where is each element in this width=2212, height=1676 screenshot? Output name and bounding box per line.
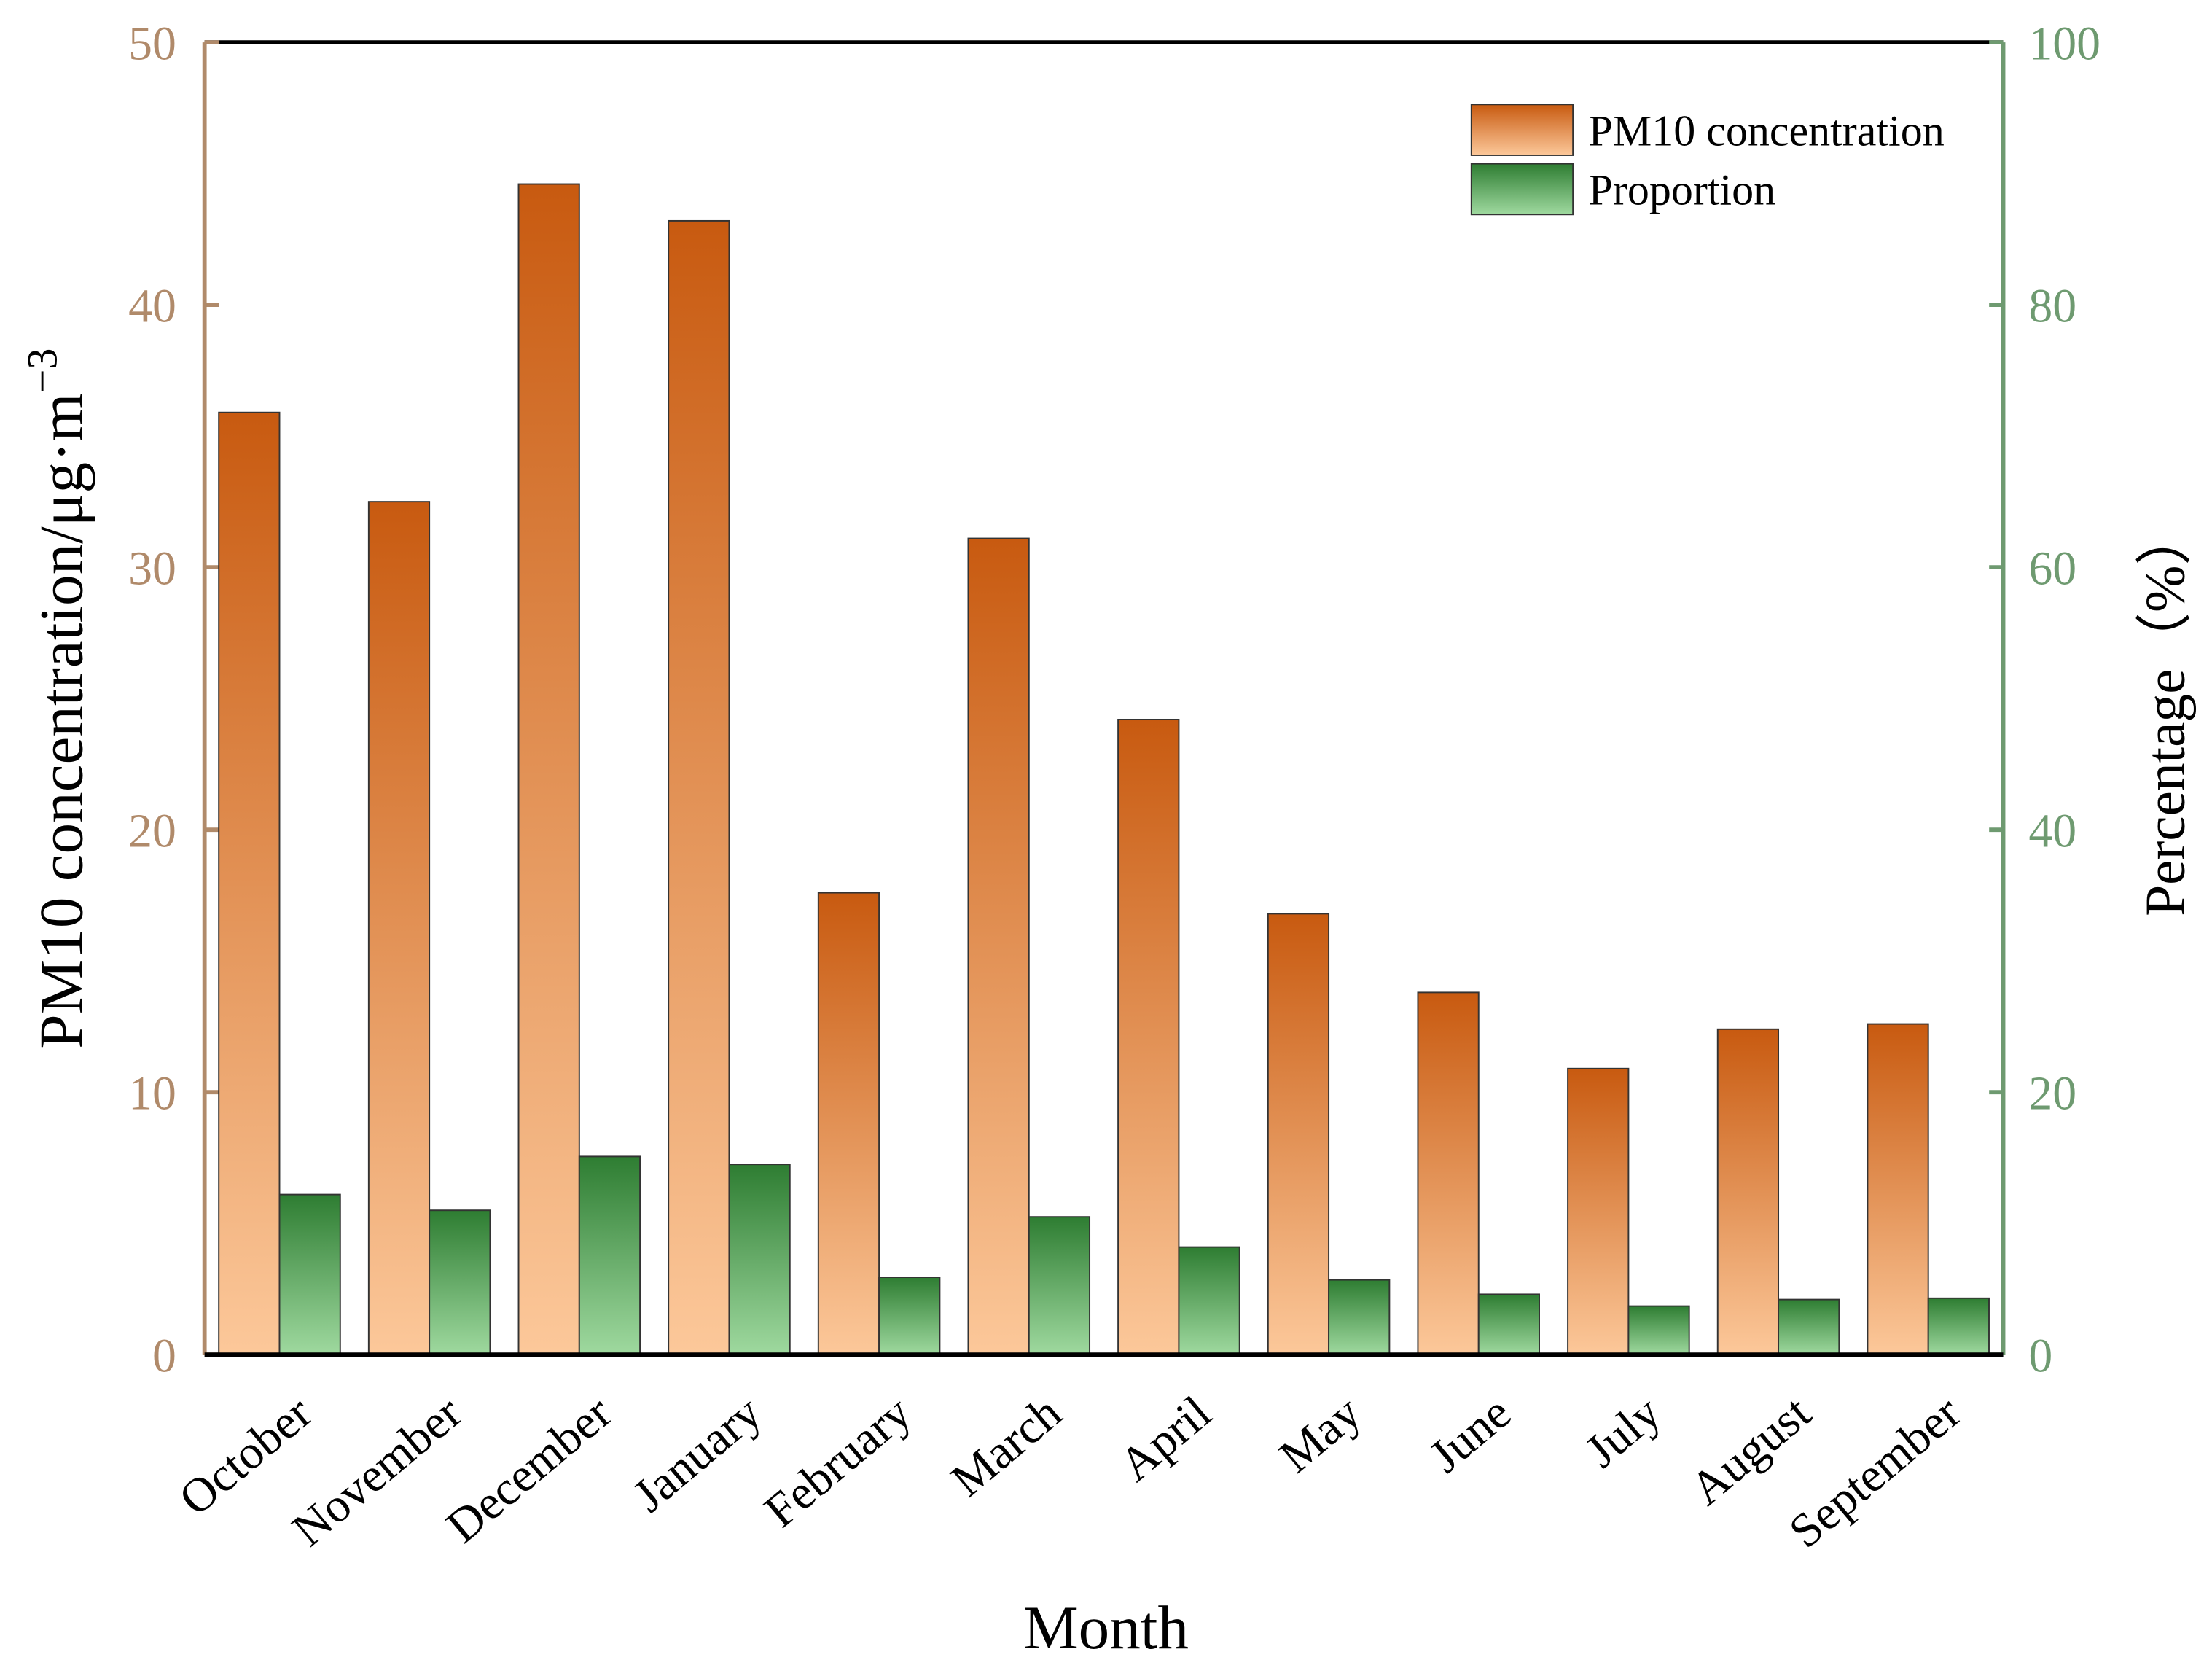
x-axis-title: Month: [1023, 1594, 1189, 1662]
x-tick-label: January: [623, 1386, 772, 1523]
x-tick-label: May: [1270, 1386, 1371, 1484]
bar: [1778, 1298, 1840, 1356]
y2-tick-label: 20: [2028, 1067, 2076, 1120]
bar: [668, 219, 730, 1356]
y-axis-title-sup: −3: [18, 348, 66, 394]
y2-tick-label: 0: [2028, 1329, 2052, 1382]
bar: [1178, 1246, 1240, 1356]
bar: [367, 501, 431, 1356]
bar: [1867, 1023, 1929, 1356]
y-tick-label: 50: [128, 17, 176, 70]
x-tick-label: December: [437, 1386, 622, 1554]
y2-tick-label: 40: [2028, 804, 2076, 857]
x-tick-label: March: [941, 1386, 1071, 1507]
bar: [1267, 913, 1330, 1356]
bar: [728, 1164, 791, 1356]
bar: [578, 1155, 641, 1356]
bar: [1567, 1067, 1630, 1356]
bar: [278, 1193, 341, 1356]
x-tick-label: April: [1109, 1386, 1221, 1492]
y-tick-label: 0: [152, 1329, 176, 1382]
bar: [218, 411, 281, 1356]
bar: [1417, 991, 1480, 1356]
x-tick-label: August: [1681, 1386, 1821, 1516]
y-tick-label: 40: [128, 279, 176, 332]
y-axis-title: PM10 concentration/μg·m−3: [18, 348, 95, 1049]
y2-tick-label: 60: [2028, 542, 2076, 595]
y2-axis-title: Percentage（%）: [2133, 509, 2196, 916]
y-tick-label: 10: [128, 1067, 176, 1120]
bar: [1927, 1297, 1990, 1356]
y-axis-title-main: PM10 concentration/μg·m: [27, 393, 95, 1048]
y-tick-label: 20: [128, 804, 176, 857]
bar: [1716, 1028, 1780, 1356]
x-tick-label: February: [754, 1386, 921, 1538]
legend-swatch: [1470, 104, 1574, 156]
bar: [1117, 719, 1180, 1356]
legend-label: Proportion: [1588, 166, 1775, 214]
bar: [1328, 1279, 1391, 1356]
legend-label: PM10 concentration: [1588, 106, 1944, 155]
bar: [1627, 1305, 1690, 1356]
bar: [1477, 1293, 1540, 1356]
x-tick-label: July: [1575, 1386, 1670, 1478]
bar: [429, 1209, 491, 1356]
bar: [1028, 1216, 1091, 1356]
bar: [967, 537, 1030, 1356]
x-tick-label: June: [1419, 1386, 1520, 1483]
legend-swatch: [1470, 163, 1574, 216]
bar: [878, 1277, 941, 1356]
bar: [817, 892, 880, 1356]
x-tick-label: November: [283, 1386, 472, 1556]
y2-tick-label: 100: [2028, 17, 2100, 70]
y2-tick-label: 80: [2028, 279, 2076, 332]
bar: [517, 183, 580, 1356]
y-tick-label: 30: [128, 542, 176, 595]
